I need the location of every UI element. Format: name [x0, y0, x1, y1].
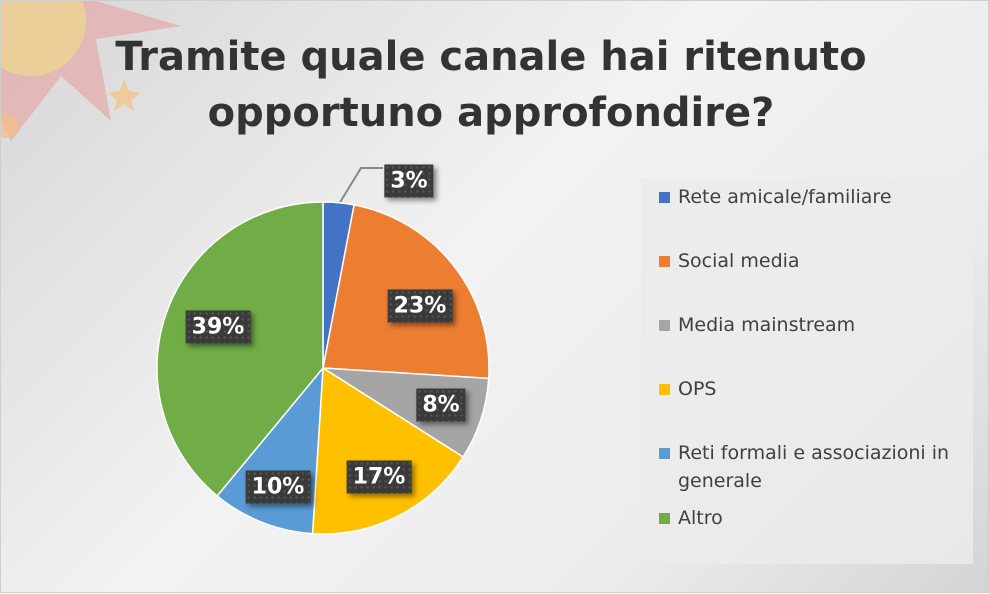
- leader-line: [338, 167, 383, 205]
- legend-label: Altro: [678, 507, 723, 529]
- legend-item: Reti formali e associazioni in generale: [659, 439, 969, 495]
- legend-item: Media mainstream: [659, 311, 969, 339]
- data-label: 8%: [416, 388, 466, 422]
- legend-swatch: [659, 320, 670, 331]
- legend-item: Altro: [659, 504, 969, 532]
- legend-label: Media mainstream: [678, 314, 856, 336]
- legend-label: OPS: [678, 378, 717, 400]
- explosion-decoration: [1, 1, 181, 141]
- legend-label: Reti formali e associazioni in generale: [678, 442, 950, 492]
- data-label: 10%: [245, 470, 311, 504]
- legend-swatch: [659, 192, 670, 203]
- data-label: 23%: [387, 289, 453, 323]
- legend-item: Rete amicale/familiare: [659, 183, 969, 211]
- legend-swatch: [659, 448, 670, 459]
- pie-slice: [156, 201, 324, 497]
- data-label: 3%: [384, 164, 434, 198]
- legend-swatch: [659, 384, 670, 395]
- legend-swatch: [659, 256, 670, 267]
- data-label: 17%: [346, 460, 412, 494]
- chart-title: Tramite quale canale hai ritenuto opport…: [115, 34, 867, 136]
- legend: Rete amicale/familiare Social media Media …: [641, 179, 973, 564]
- legend-item: OPS: [659, 375, 969, 403]
- legend-label: Rete amicale/familiare: [678, 186, 892, 208]
- legend-label: Social media: [678, 250, 800, 272]
- data-label: 39%: [185, 310, 251, 344]
- legend-swatch: [659, 513, 670, 524]
- legend-item: Social media: [659, 247, 969, 275]
